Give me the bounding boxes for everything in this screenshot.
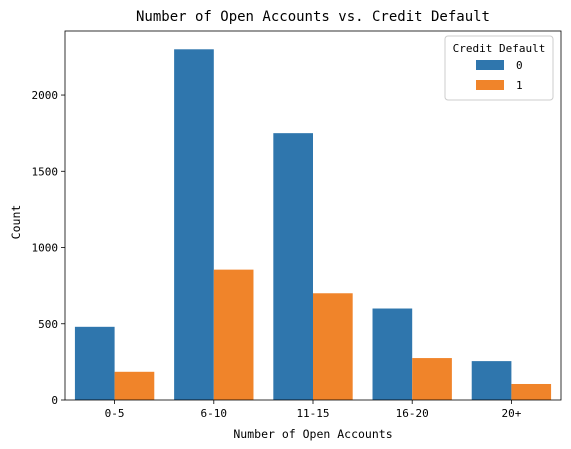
x-tick-label: 11-15 [296, 407, 329, 420]
bar-20+-series-1 [511, 383, 552, 400]
y-tick-label: 1000 [32, 242, 59, 255]
plot-area: 0 500 1000 1500 2000 0-5 6-10 11-15 16-20 20+ [32, 30, 562, 420]
y-tick-label: 500 [38, 318, 58, 331]
bar-11-15-series-0 [273, 133, 313, 400]
legend-label-0: 0 [516, 59, 523, 72]
legend-swatch-0 [476, 60, 504, 70]
legend-swatch-1 [476, 80, 504, 90]
chart-title: Number of Open Accounts vs. Credit Defau… [136, 9, 490, 25]
bar-6-10-series-1 [213, 269, 254, 400]
bar-16-20-series-1 [412, 358, 452, 400]
bar-6-10-series-0 [174, 49, 214, 401]
legend: Credit Default 0 1 [444, 35, 554, 101]
bar-20+-series-0 [471, 361, 512, 400]
y-tick-label: 1500 [32, 165, 59, 178]
x-tick-label: 20+ [501, 407, 521, 420]
legend-label-1: 1 [516, 79, 523, 92]
x-tick-label: 6-10 [201, 407, 228, 420]
y-axis-label: Count [9, 205, 23, 240]
x-axis-label: Number of Open Accounts [233, 427, 392, 441]
y-tick-label: 2000 [32, 89, 59, 102]
bar-0-5-series-1 [114, 371, 155, 400]
y-tick-label: 0 [51, 394, 58, 407]
legend-title: Credit Default [453, 42, 546, 55]
bar-16-20-series-0 [372, 308, 413, 400]
x-tick-label: 0-5 [105, 407, 125, 420]
bar-0-5-series-0 [74, 326, 115, 400]
x-tick-label: 16-20 [396, 407, 429, 420]
bar-11-15-series-1 [313, 293, 353, 400]
